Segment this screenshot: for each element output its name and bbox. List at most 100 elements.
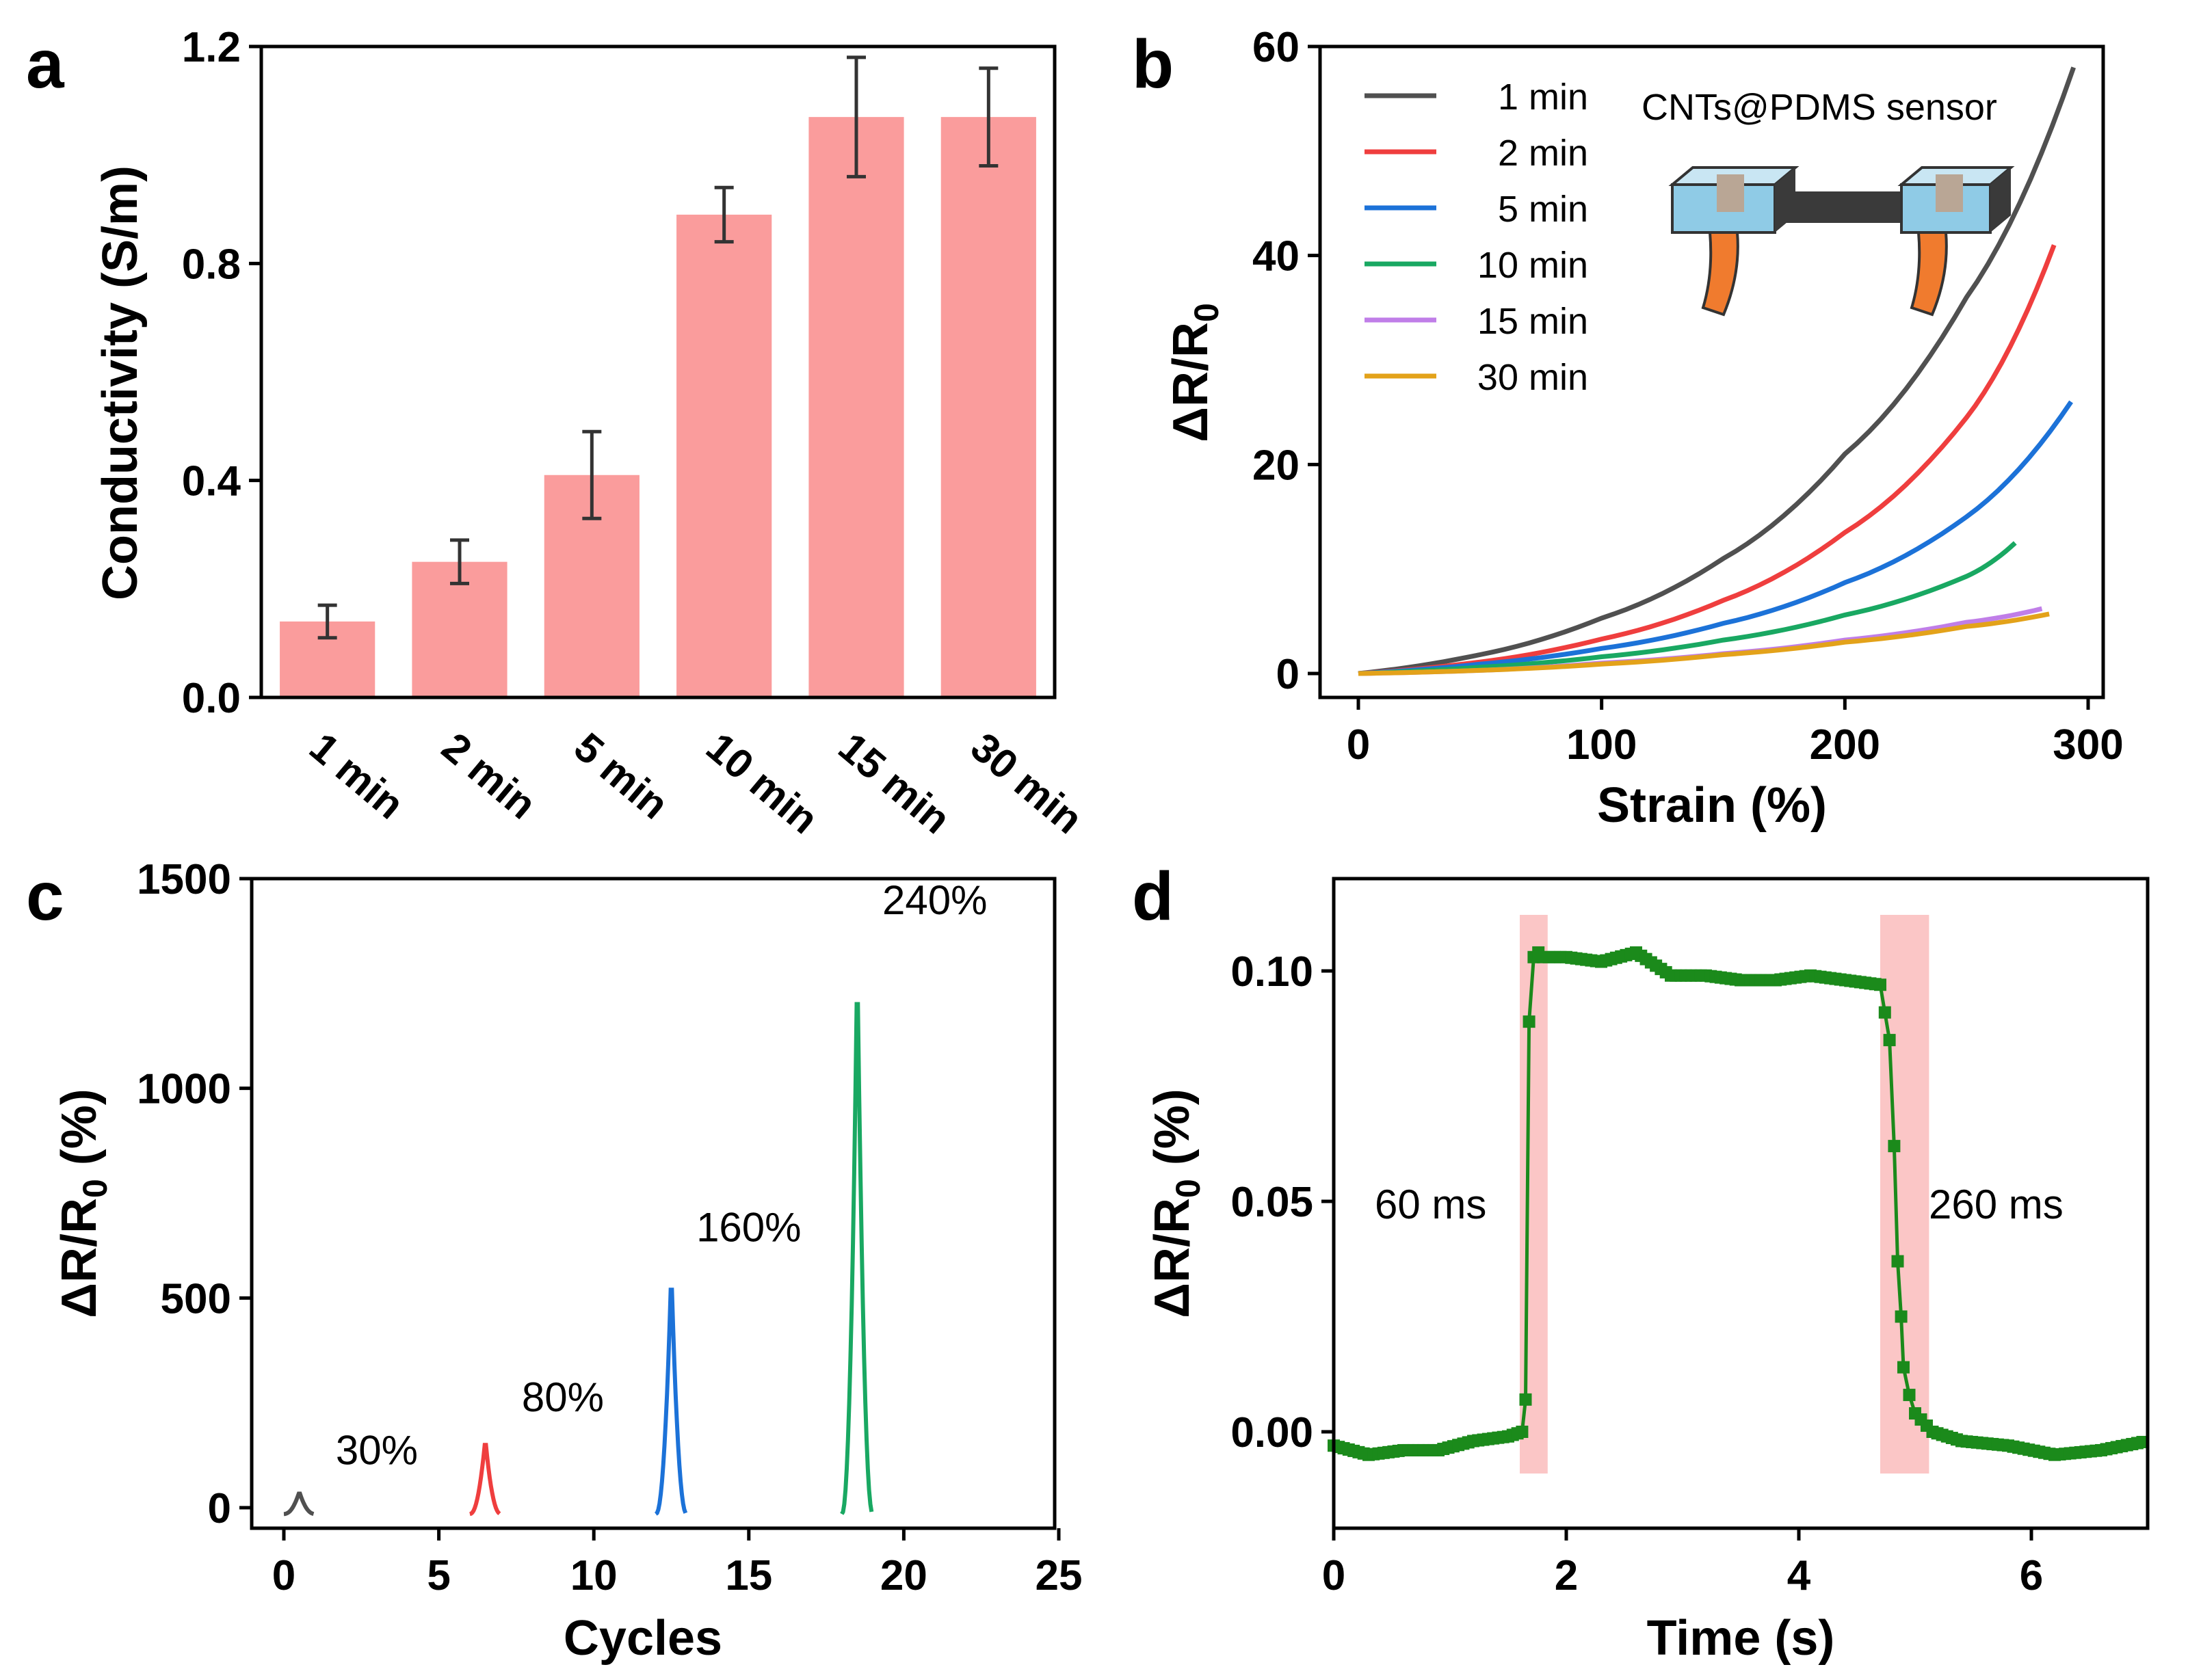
error-bar-2min <box>450 538 469 585</box>
x-tick-label: 4 <box>1787 1552 1811 1599</box>
right-wire <box>1910 231 1948 317</box>
series-line-30min <box>1358 611 2050 676</box>
legend-label: 5 min <box>1498 189 1588 230</box>
left-clamp-side <box>1775 168 1795 232</box>
y-tick-label: 500 <box>161 1275 231 1322</box>
left-electrode <box>1717 174 1744 212</box>
y-tick-label: 1.2 <box>182 24 241 71</box>
bar-10min <box>676 214 772 697</box>
panel-a-frame <box>259 44 1057 699</box>
y-tick-label: 40 <box>1252 233 1300 280</box>
panel-b-letter: b <box>1132 26 1174 103</box>
panel-c-y-axis-title: ΔR/R0 (%) <box>52 1089 114 1318</box>
left-wire <box>1701 231 1739 317</box>
panel-d-response-chart: d 0 2 4 6 0.00 0.05 0.10 60 ms 260 ms Time (s… <box>1132 858 2150 1666</box>
data-point <box>1903 1389 1916 1402</box>
right-clamp-side <box>1990 168 2011 232</box>
error-bar-10min <box>714 185 734 244</box>
error-bar-1min <box>317 603 337 640</box>
y-tick-label: 0 <box>208 1485 231 1532</box>
panel-a-y-axis-title: Conductivity (S/m) <box>93 165 148 600</box>
y-tick-label: 0.10 <box>1230 948 1313 996</box>
panel-b-y-axis-title: ΔR/R0 <box>1163 303 1226 442</box>
panel-d-x-axis-title: Time (s) <box>1647 1611 1835 1666</box>
panel-d-y-axis-title: ΔR/R0 (%) <box>1145 1089 1207 1318</box>
cycle-series-30pct <box>283 1491 315 1517</box>
legend-label: 2 min <box>1498 133 1588 174</box>
x-tick-label: 200 <box>1810 721 1880 769</box>
x-tick-label: 5 <box>427 1552 450 1599</box>
panel-d-letter: d <box>1132 858 1174 935</box>
x-tick-label: 2 <box>1555 1552 1578 1599</box>
strain-level-label: 240% <box>882 877 987 923</box>
panel-c-frame <box>250 877 1057 1530</box>
data-point <box>1883 1034 1896 1047</box>
panel-b-x-axis-title: Strain (%) <box>1597 778 1827 833</box>
y-tick-label: 0.05 <box>1230 1179 1313 1226</box>
y-tick-label: 60 <box>1252 24 1300 71</box>
y-tick-label: 0.4 <box>182 458 241 505</box>
right-electrode <box>1936 174 1963 212</box>
y-tick-label: 0.00 <box>1230 1409 1313 1456</box>
data-point <box>1888 1140 1901 1153</box>
bar-30min <box>940 117 1036 698</box>
legend-label: 1 min <box>1498 77 1588 118</box>
error-bar-30min <box>979 66 999 168</box>
data-point <box>1523 1015 1535 1028</box>
panel-b-frame <box>1318 44 2105 699</box>
series-line-1min <box>1358 66 2076 676</box>
cycle-series-240pct <box>840 1002 874 1515</box>
x-tick-label: 300 <box>2053 721 2123 769</box>
panel-c-cycle-chart: c 0 5 10 15 20 25 0 500 1000 1500 30% 80% 160% 240%… <box>26 856 1082 1666</box>
strain-level-label: 80% <box>522 1374 604 1420</box>
series-line-10min <box>1358 541 2017 676</box>
data-point <box>1897 1361 1910 1374</box>
data-point <box>2136 1435 2149 1448</box>
annotation-rise-time: 60 ms <box>1375 1182 1486 1227</box>
y-tick-label: 0 <box>1276 651 1300 698</box>
panel-b-inset-label: CNTs@PDMS sensor <box>1642 87 1997 128</box>
data-point <box>1895 1310 1908 1323</box>
panel-c-letter: c <box>26 858 64 935</box>
x-tick-label: 0 <box>1347 721 1370 769</box>
response-markers <box>1328 946 2149 1461</box>
cycle-series-80pct <box>469 1443 501 1517</box>
y-tick-label: 1500 <box>137 856 231 903</box>
strain-level-label: 160% <box>696 1204 801 1250</box>
x-tick-label: 0 <box>1322 1552 1345 1599</box>
y-tick-label: 1000 <box>137 1066 231 1113</box>
sensor-device-illustration <box>1668 166 2015 317</box>
y-tick-label: 0.0 <box>182 675 241 722</box>
cycle-series-160pct <box>655 1288 688 1516</box>
annotation-fall-time: 260 ms <box>1929 1182 2064 1227</box>
panel-d-frame <box>1332 877 2150 1530</box>
y-tick-label: 0.8 <box>182 241 241 288</box>
rise-time-highlight <box>1520 915 1548 1474</box>
error-bar-15min <box>847 55 866 178</box>
legend-label: 15 min <box>1477 301 1588 342</box>
x-tick-label: 20 <box>880 1552 927 1599</box>
legend-label: 30 min <box>1477 357 1588 398</box>
panel-a-letter: a <box>26 26 65 103</box>
x-tick-label: 25 <box>1036 1552 1083 1599</box>
panel-b-line-chart: b 0 100 200 300 0 20 40 60 Strain (%) ΔR/R0 1 … <box>1132 24 2124 833</box>
bar-15min <box>808 117 904 698</box>
x-tick-label: 6 <box>2020 1552 2043 1599</box>
panel-c-x-axis-title: Cycles <box>564 1611 722 1666</box>
legend-label: 10 min <box>1477 245 1588 286</box>
x-tick-label: 10 <box>570 1552 618 1599</box>
x-tick-label: 0 <box>272 1552 295 1599</box>
x-tick-label: 100 <box>1566 721 1637 769</box>
data-point <box>1878 1006 1891 1019</box>
y-tick-label: 20 <box>1252 442 1300 489</box>
x-tick-label: 15 <box>725 1552 772 1599</box>
data-point <box>1891 1255 1904 1268</box>
data-point <box>1519 1393 1532 1406</box>
strain-level-label: 30% <box>336 1428 418 1474</box>
data-point <box>1874 978 1886 991</box>
error-bar-5min <box>582 429 602 520</box>
data-point <box>1516 1426 1529 1438</box>
series-line-5min <box>1358 400 2073 676</box>
